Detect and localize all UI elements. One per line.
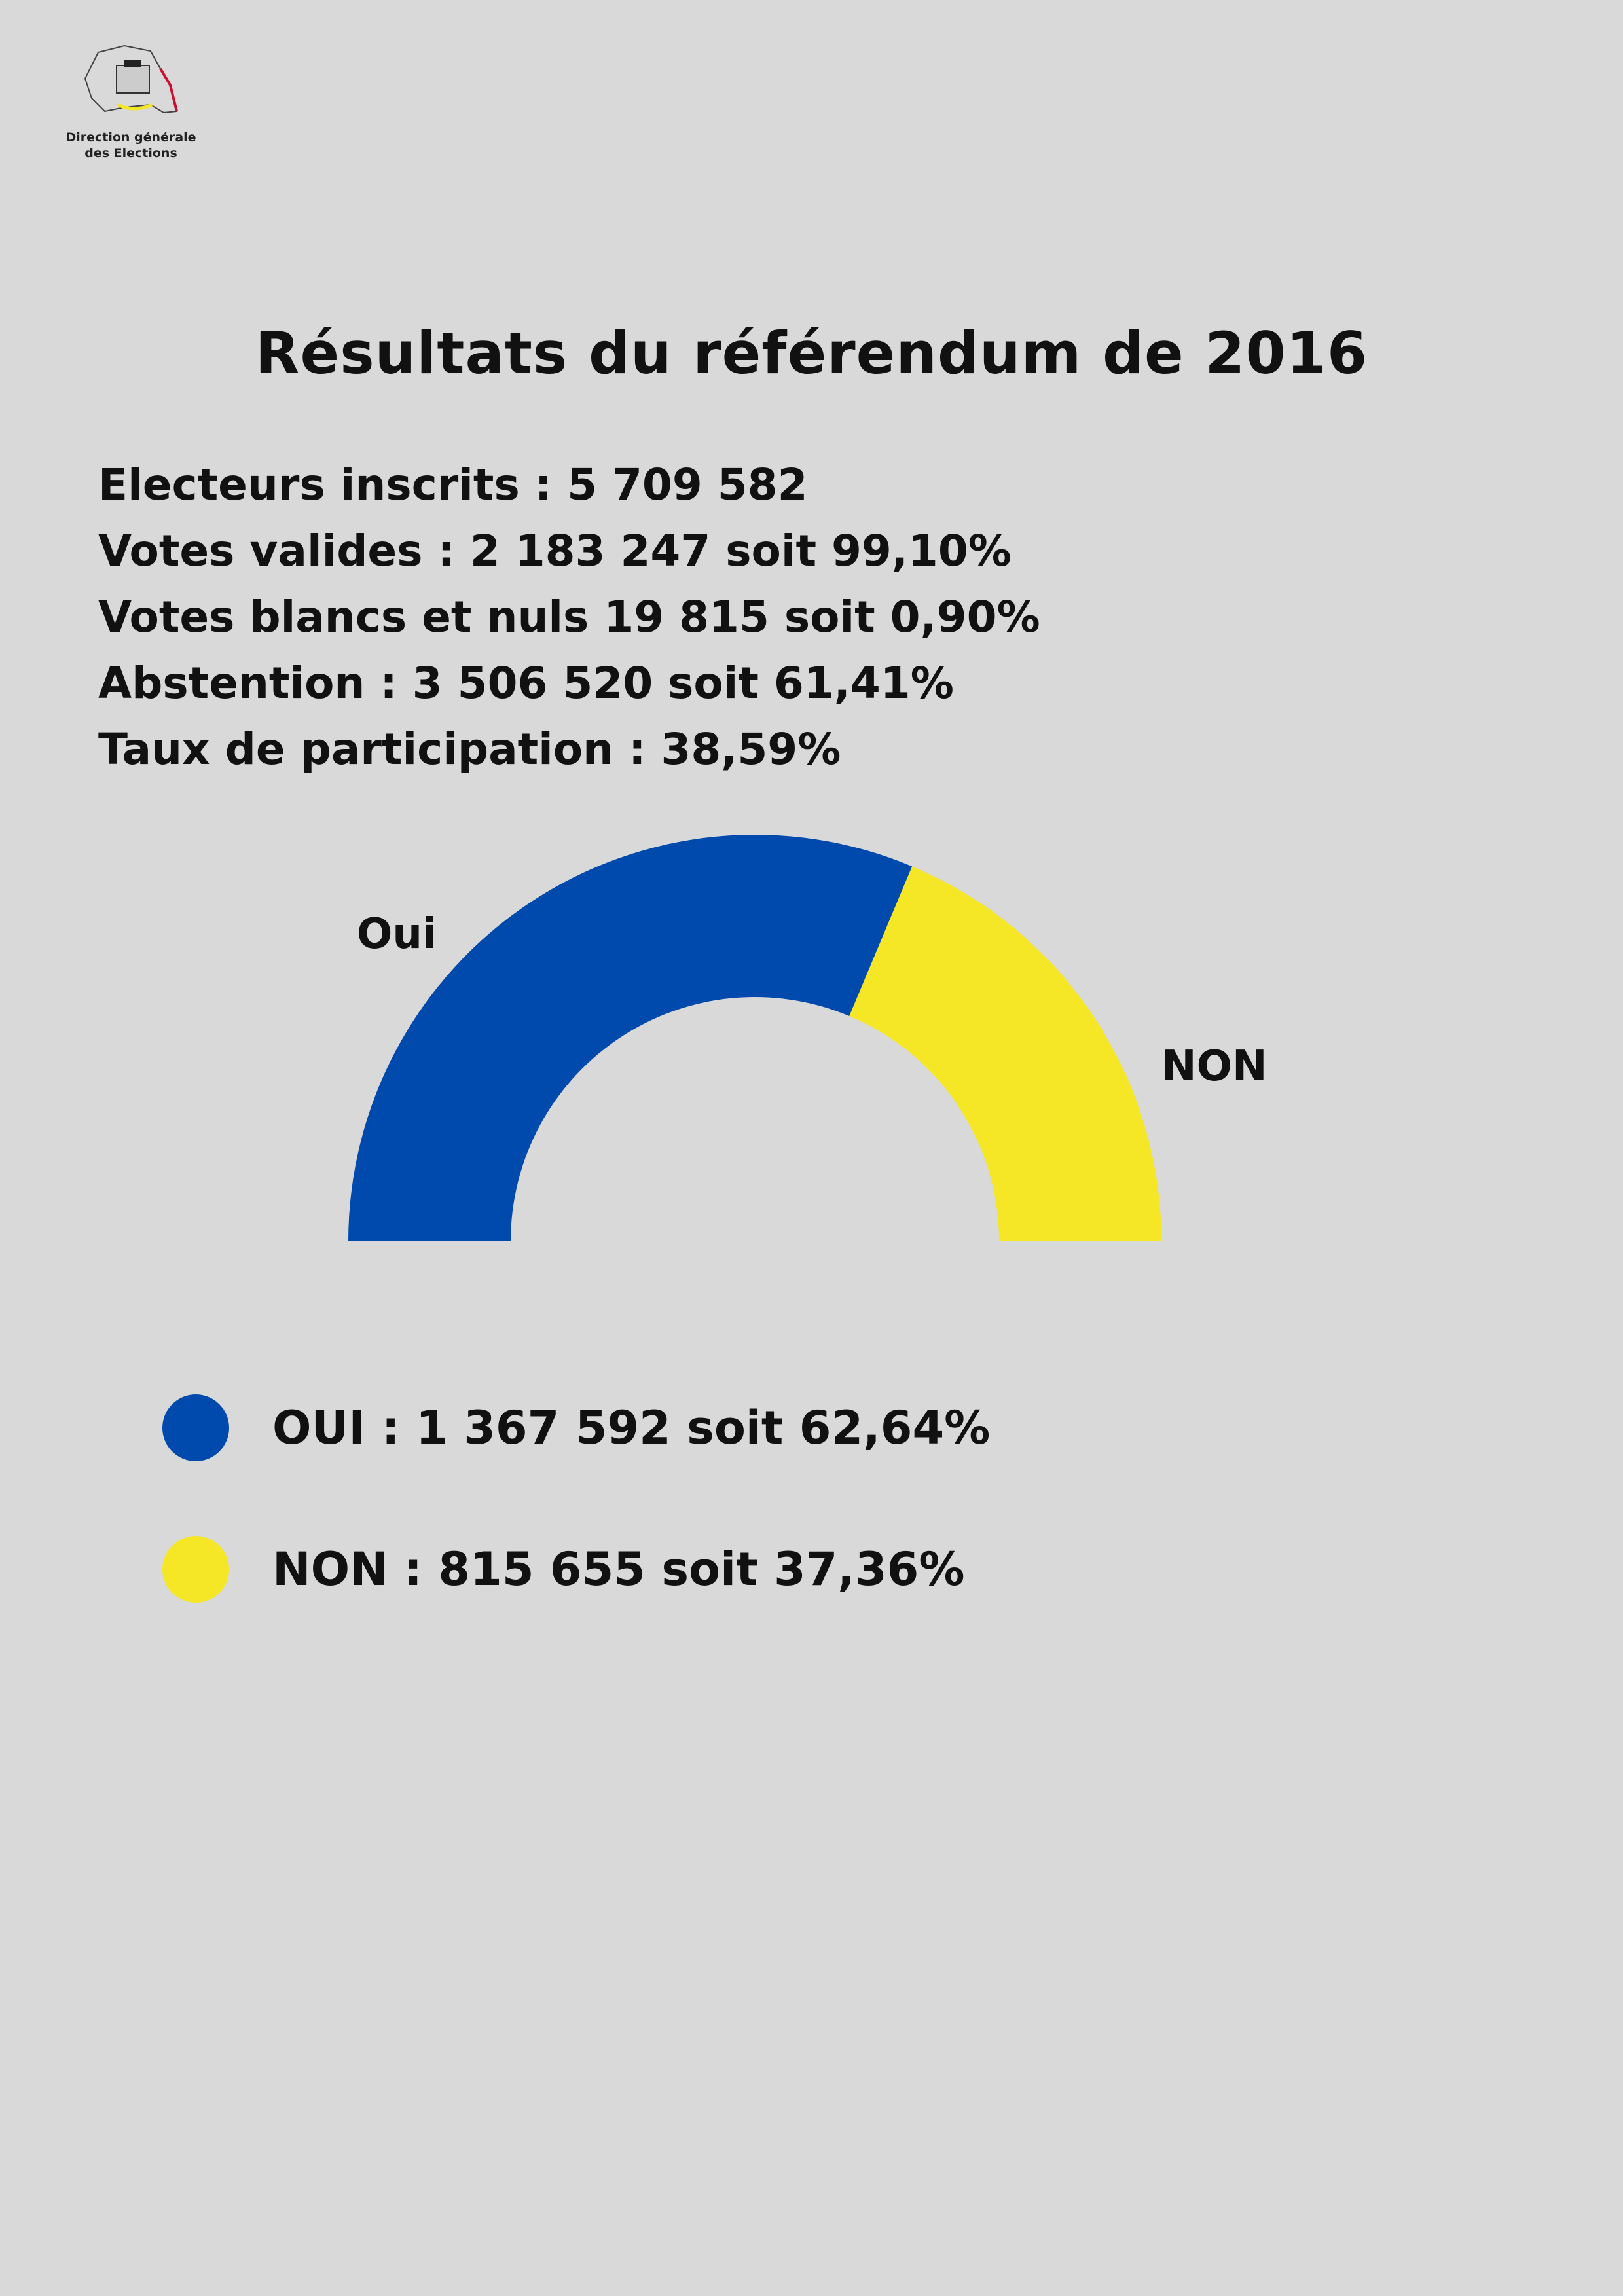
stat-registered-voters: Electeurs inscrits : 5 709 582 — [98, 460, 808, 510]
legend-label-non: NON : 815 655 soit 37,36% — [272, 1542, 965, 1596]
stat-abstention: Abstention : 3 506 520 soit 61,41% — [98, 658, 954, 708]
page-title: Résultats du référendum de 2016 — [255, 319, 1368, 387]
stat-blank-null-votes: Votes blancs et nuls 19 815 soit 0,90% — [98, 592, 1040, 642]
chart-label-non: NON — [1161, 1042, 1267, 1091]
logo-text-line2: des Elections — [84, 146, 177, 160]
logo-text-line1: Direction générale — [65, 130, 196, 145]
legend-swatch-non — [162, 1536, 229, 1603]
legend-label-oui: OUI : 1 367 592 soit 62,64% — [272, 1401, 991, 1455]
stat-valid-votes: Votes valides : 2 183 247 soit 99,10% — [98, 526, 1012, 576]
stats-block: Electeurs inscrits : 5 709 582 Votes val… — [98, 452, 1040, 782]
logo: Direction générale des Elections — [52, 39, 210, 170]
legend-swatch-oui — [162, 1394, 229, 1461]
chart-label-oui: Oui — [357, 910, 437, 958]
senegal-ballot-box-icon — [84, 45, 178, 114]
chart-slice-oui — [348, 834, 913, 1241]
stat-participation-rate: Taux de participation : 38,59% — [98, 724, 841, 774]
chart-slice-non — [849, 866, 1161, 1241]
